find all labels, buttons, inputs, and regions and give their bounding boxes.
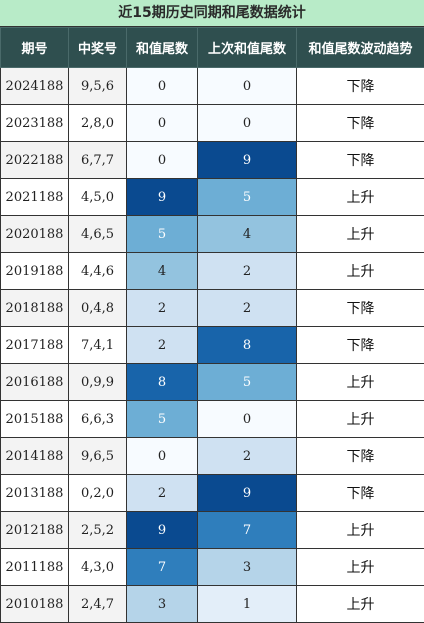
tail-cell: 0 xyxy=(127,68,198,105)
header-period: 期号 xyxy=(1,28,69,68)
trend-cell: 下降 xyxy=(297,68,424,105)
period-cell: 2021188 xyxy=(1,179,69,216)
trend-cell: 上升 xyxy=(297,401,424,438)
prev-tail-cell: 2 xyxy=(198,438,297,475)
numbers-cell: 7,4,1 xyxy=(69,327,127,364)
tail-cell: 5 xyxy=(127,401,198,438)
trend-cell: 下降 xyxy=(297,290,424,327)
trend-cell: 上升 xyxy=(297,512,424,549)
period-cell: 2012188 xyxy=(1,512,69,549)
prev-tail-cell: 0 xyxy=(198,68,297,105)
trend-cell: 上升 xyxy=(297,253,424,290)
prev-tail-cell: 2 xyxy=(198,290,297,327)
header-numbers: 中奖号 xyxy=(69,28,127,68)
period-cell: 2023188 xyxy=(1,105,69,142)
tail-cell: 9 xyxy=(127,179,198,216)
numbers-cell: 0,9,9 xyxy=(69,364,127,401)
period-cell: 2013188 xyxy=(1,475,69,512)
period-cell: 2011188 xyxy=(1,549,69,586)
period-cell: 2019188 xyxy=(1,253,69,290)
header-tail: 和值尾数 xyxy=(127,28,198,68)
tail-cell: 5 xyxy=(127,216,198,253)
header-row: 期号 中奖号 和值尾数 上次和值尾数 和值尾数波动趋势 xyxy=(1,28,424,68)
tail-cell: 2 xyxy=(127,475,198,512)
numbers-cell: 6,6,3 xyxy=(69,401,127,438)
trend-cell: 下降 xyxy=(297,142,424,179)
numbers-cell: 9,5,6 xyxy=(69,68,127,105)
numbers-cell: 4,5,0 xyxy=(69,179,127,216)
numbers-cell: 0,4,8 xyxy=(69,290,127,327)
period-cell: 2016188 xyxy=(1,364,69,401)
tail-cell: 0 xyxy=(127,438,198,475)
prev-tail-cell: 5 xyxy=(198,364,297,401)
trend-cell: 下降 xyxy=(297,105,424,142)
table-title: 近15期历史同期和尾数据统计 xyxy=(0,0,424,27)
numbers-cell: 6,7,7 xyxy=(69,142,127,179)
period-cell: 2022188 xyxy=(1,142,69,179)
numbers-cell: 4,3,0 xyxy=(69,549,127,586)
period-cell: 2017188 xyxy=(1,327,69,364)
numbers-cell: 2,5,2 xyxy=(69,512,127,549)
prev-tail-cell: 0 xyxy=(198,105,297,142)
trend-cell: 下降 xyxy=(297,327,424,364)
prev-tail-cell: 7 xyxy=(198,512,297,549)
prev-tail-cell: 8 xyxy=(198,327,297,364)
numbers-cell: 9,6,5 xyxy=(69,438,127,475)
prev-tail-cell: 9 xyxy=(198,475,297,512)
tail-cell: 8 xyxy=(127,364,198,401)
trend-cell: 上升 xyxy=(297,216,424,253)
trend-cell: 上升 xyxy=(297,549,424,586)
trend-cell: 下降 xyxy=(297,475,424,512)
prev-tail-cell: 0 xyxy=(198,401,297,438)
period-cell: 2018188 xyxy=(1,290,69,327)
numbers-cell: 0,2,0 xyxy=(69,475,127,512)
numbers-cell: 4,4,6 xyxy=(69,253,127,290)
prev-tail-cell: 2 xyxy=(198,253,297,290)
tail-cell: 7 xyxy=(127,549,198,586)
prev-tail-cell: 4 xyxy=(198,216,297,253)
trend-cell: 上升 xyxy=(297,179,424,216)
prev-tail-cell: 3 xyxy=(198,549,297,586)
trend-cell: 下降 xyxy=(297,438,424,475)
trend-cell: 上升 xyxy=(297,364,424,401)
header-trend: 和值尾数波动趋势 xyxy=(297,28,424,68)
tail-cell: 2 xyxy=(127,290,198,327)
tail-cell: 0 xyxy=(127,105,198,142)
period-cell: 2024188 xyxy=(1,68,69,105)
tail-cell: 0 xyxy=(127,142,198,179)
prev-tail-cell: 5 xyxy=(198,179,297,216)
prev-tail-cell: 9 xyxy=(198,142,297,179)
header-prev-tail: 上次和值尾数 xyxy=(198,28,297,68)
numbers-cell: 4,6,5 xyxy=(69,216,127,253)
tail-cell: 9 xyxy=(127,512,198,549)
table-header: 期号 中奖号 和值尾数 上次和值尾数 和值尾数波动趋势 xyxy=(1,28,424,68)
tail-cell: 4 xyxy=(127,253,198,290)
numbers-cell: 2,8,0 xyxy=(69,105,127,142)
tail-cell: 2 xyxy=(127,327,198,364)
period-cell: 2020188 xyxy=(1,216,69,253)
period-cell: 2014188 xyxy=(1,438,69,475)
period-cell: 2015188 xyxy=(1,401,69,438)
